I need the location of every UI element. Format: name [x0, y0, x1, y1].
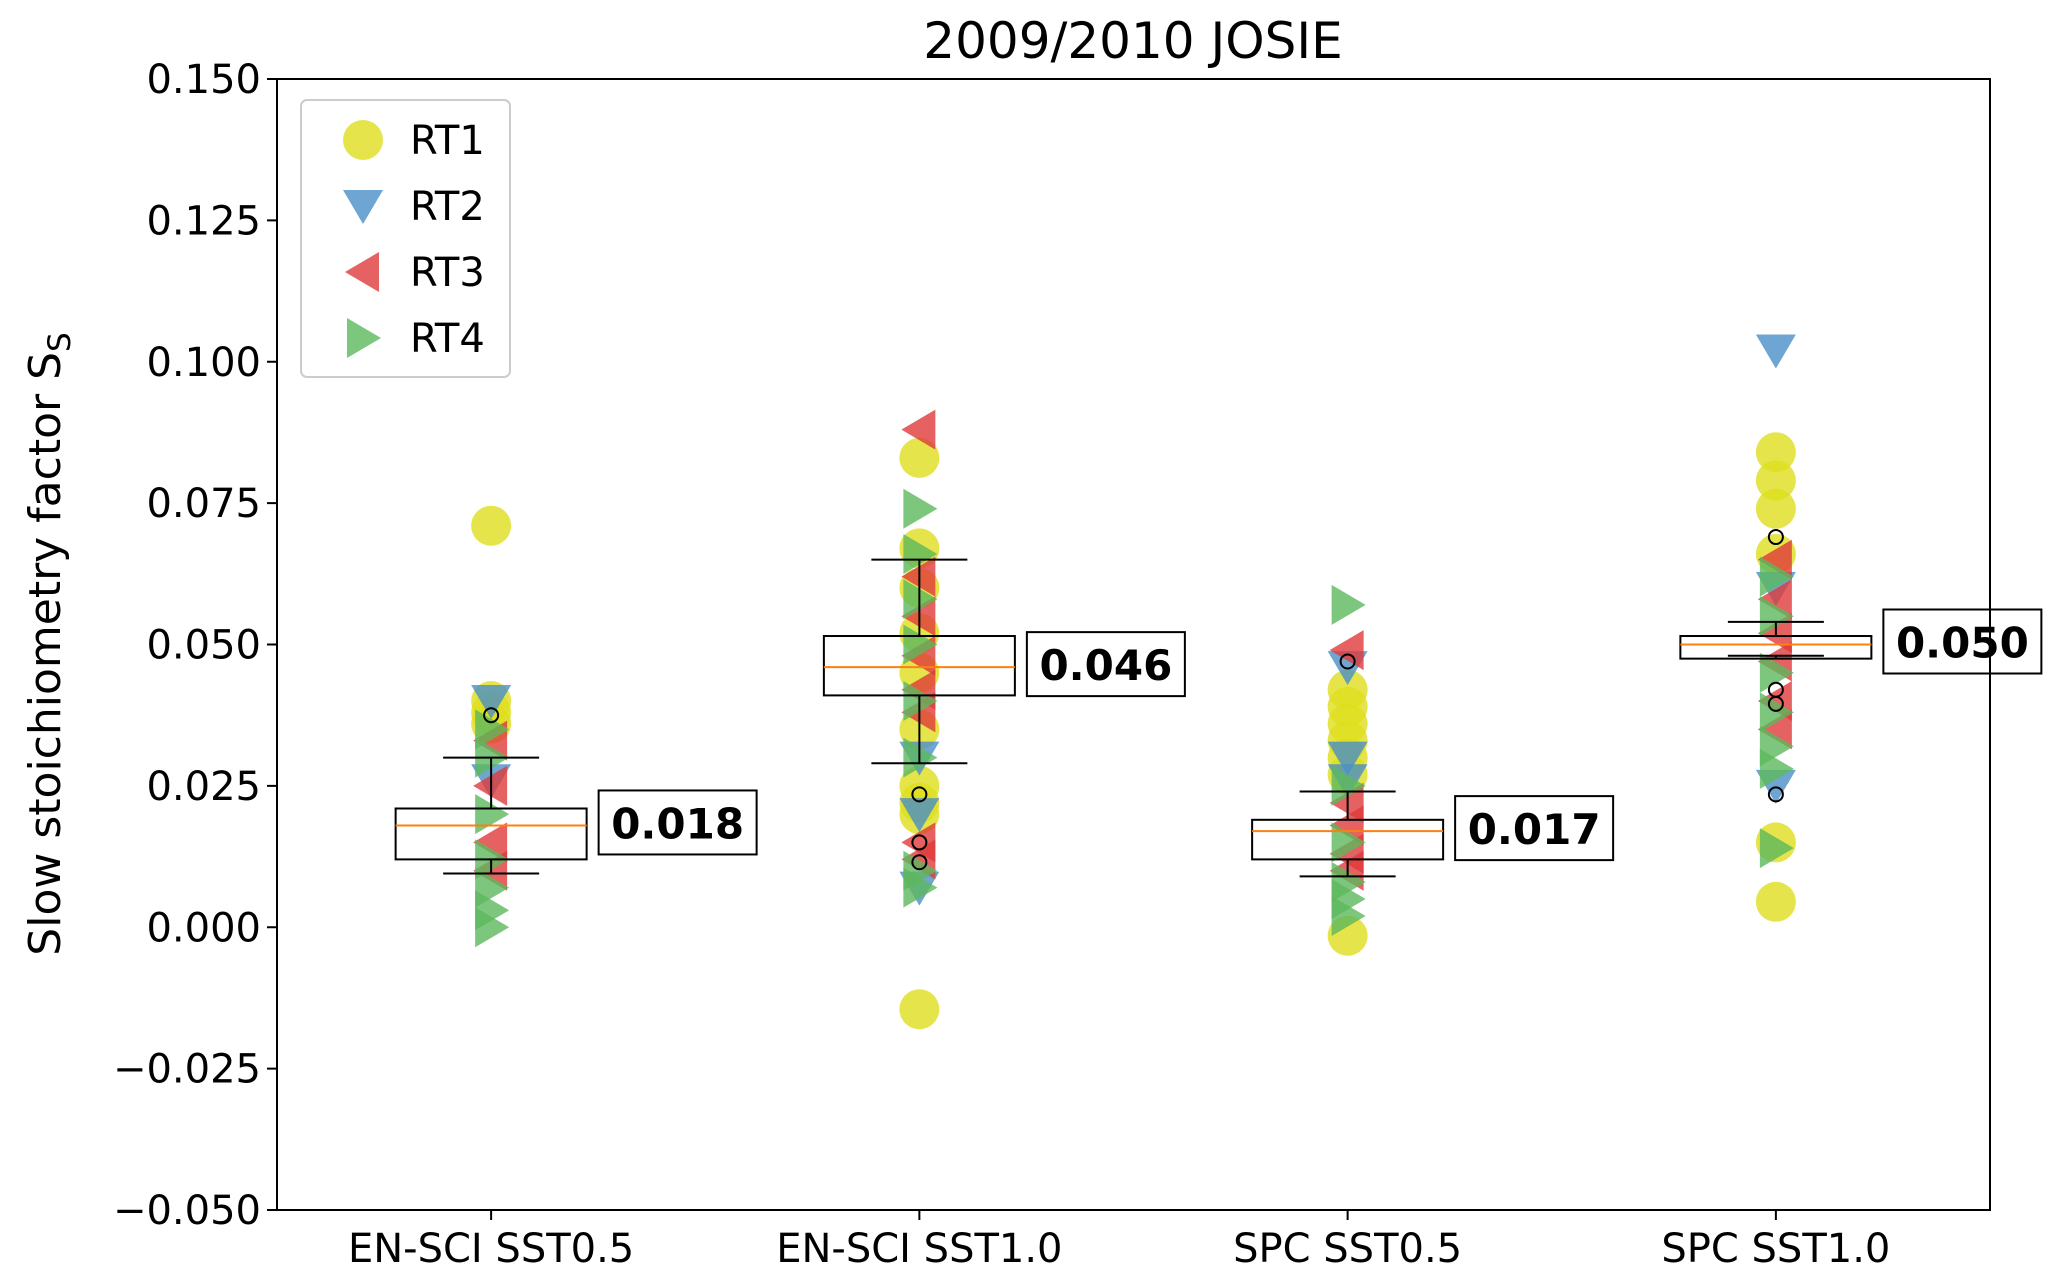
point [1757, 579, 1792, 620]
y-tick-label: −0.050 [113, 1188, 261, 1234]
point [1755, 432, 1796, 473]
point [473, 822, 508, 863]
point [1329, 805, 1364, 846]
point [475, 709, 510, 750]
median-label: 0.046 [1039, 641, 1172, 690]
y-tick-label: 0.100 [146, 340, 261, 386]
point [1757, 709, 1792, 750]
point [1331, 765, 1366, 806]
x-tick-label: SPC SST1.0 [1661, 1226, 1890, 1272]
x-tick-label: EN-SCI SST1.0 [776, 1226, 1062, 1272]
point [475, 907, 510, 948]
median-label: 0.050 [1896, 619, 2029, 668]
y-axis-label-main: Slow stoichiometry factor S [20, 352, 71, 956]
x-tick-label: SPC SST0.5 [1233, 1226, 1462, 1272]
flier [483, 707, 500, 724]
median-label-box [1025, 631, 1186, 698]
point [1759, 556, 1794, 597]
flier [1767, 695, 1784, 712]
legend-box [300, 99, 511, 378]
legend-marker [343, 120, 383, 160]
plot-frame [276, 78, 1991, 1211]
point [903, 488, 938, 529]
point [899, 798, 940, 833]
median-label: 0.017 [1468, 805, 1601, 854]
box [822, 635, 1016, 697]
point [1331, 895, 1366, 936]
point [903, 534, 938, 575]
y-axis-label-subscript: S [42, 332, 78, 352]
point [475, 794, 510, 835]
point [899, 437, 940, 478]
y-tick-label: 0.150 [146, 57, 261, 103]
point [901, 409, 936, 450]
legend-label: RT1 [410, 118, 485, 164]
median-label-box [1882, 608, 2043, 675]
point [903, 624, 938, 665]
y-tick-label: 0.050 [146, 623, 261, 669]
point [1331, 584, 1366, 625]
y-tick-label: 0.125 [146, 198, 261, 244]
y-tick-label: 0.075 [146, 481, 261, 527]
median-label-box [597, 789, 758, 856]
box [1251, 818, 1445, 861]
flier [911, 854, 928, 871]
y-tick-label: 0.025 [146, 764, 261, 810]
y-axis-label: Slow stoichiometry factor SS [20, 332, 78, 955]
flier [1339, 653, 1356, 670]
median-label-box [1454, 795, 1615, 862]
chart-title: 2009/2010 JOSIE [923, 12, 1342, 70]
box [1679, 635, 1873, 660]
y-tick-label: 0.000 [146, 905, 261, 951]
point [1759, 828, 1794, 869]
point [1755, 334, 1796, 369]
legend-marker [345, 252, 379, 292]
point [1757, 539, 1792, 580]
flier [911, 786, 928, 803]
median-label: 0.018 [611, 799, 744, 848]
point [899, 989, 940, 1030]
point [1331, 822, 1366, 863]
point [903, 867, 938, 908]
point [471, 505, 512, 546]
point [1759, 748, 1794, 789]
legend-label: RT3 [410, 250, 485, 296]
legend-label: RT4 [410, 316, 485, 362]
point [1755, 460, 1796, 501]
legend-marker [343, 190, 383, 224]
point [1755, 488, 1796, 529]
legend-marker [347, 318, 381, 358]
flier [1767, 529, 1784, 546]
x-tick-label: EN-SCI SST0.5 [348, 1226, 634, 1272]
point [1327, 741, 1368, 776]
point [1755, 881, 1796, 922]
point [471, 685, 512, 720]
flier [911, 834, 928, 851]
point [1759, 596, 1794, 637]
y-tick-label: −0.025 [113, 1047, 261, 1093]
point [1759, 652, 1794, 693]
legend-label: RT2 [410, 184, 485, 230]
flier [1767, 786, 1784, 803]
box [394, 807, 588, 861]
